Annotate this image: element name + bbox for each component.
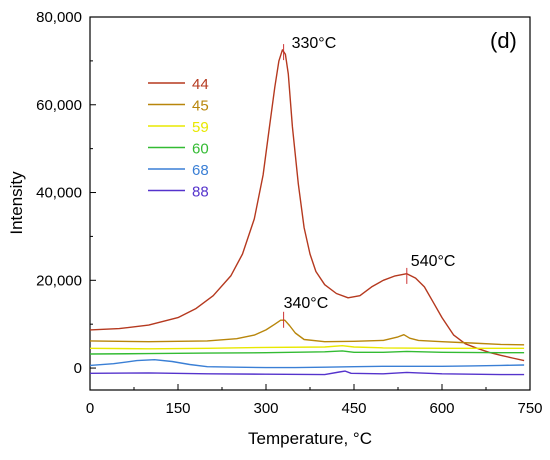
series-line-60: [89, 350, 525, 355]
series-layer: [89, 49, 525, 376]
series-line-59: [89, 345, 525, 350]
y-tick-label: 80,000: [36, 9, 82, 26]
y-tick-label: 0: [74, 360, 82, 377]
legend: 44 45 59 60 68 88: [148, 76, 209, 201]
annotation-layer: 330°C 540°C 340°C: [284, 35, 456, 312]
legend-label: 59: [192, 119, 209, 136]
panel-label: (d): [490, 28, 517, 53]
legend-label: 88: [192, 184, 209, 201]
x-axis-title: Temperature, °C: [248, 429, 372, 448]
plot-frame: [89, 16, 531, 391]
x-tick-label: 450: [341, 400, 366, 417]
legend-label: 60: [192, 141, 209, 158]
peak-annotation: 540°C: [411, 253, 456, 270]
series-line-44: [89, 49, 525, 362]
y-tick-label: 40,000: [36, 185, 82, 202]
y-axis-title: Intensity: [7, 171, 26, 235]
series-line-45: [89, 319, 525, 346]
y-tick-label: 20,000: [36, 272, 82, 289]
y-tick-label: 60,000: [36, 97, 82, 114]
marker-layer: [283, 44, 408, 328]
peak-annotation: 330°C: [292, 35, 337, 52]
legend-label: 45: [192, 98, 209, 115]
legend-label: 44: [192, 76, 209, 93]
peak-annotation: 340°C: [284, 295, 329, 312]
x-tick-label: 150: [165, 400, 190, 417]
x-tick-label: 0: [86, 400, 94, 417]
series-line-88: [89, 370, 525, 376]
x-tick-label: 750: [517, 400, 542, 417]
legend-label: 68: [192, 162, 209, 179]
x-tick-label: 300: [253, 400, 278, 417]
x-tick-label: 600: [429, 400, 454, 417]
series-line-68: [89, 359, 525, 369]
ticks-layer: 0 150 300 450 600 750 0 20,000 40,000 60,000 80,00…: [36, 9, 542, 417]
